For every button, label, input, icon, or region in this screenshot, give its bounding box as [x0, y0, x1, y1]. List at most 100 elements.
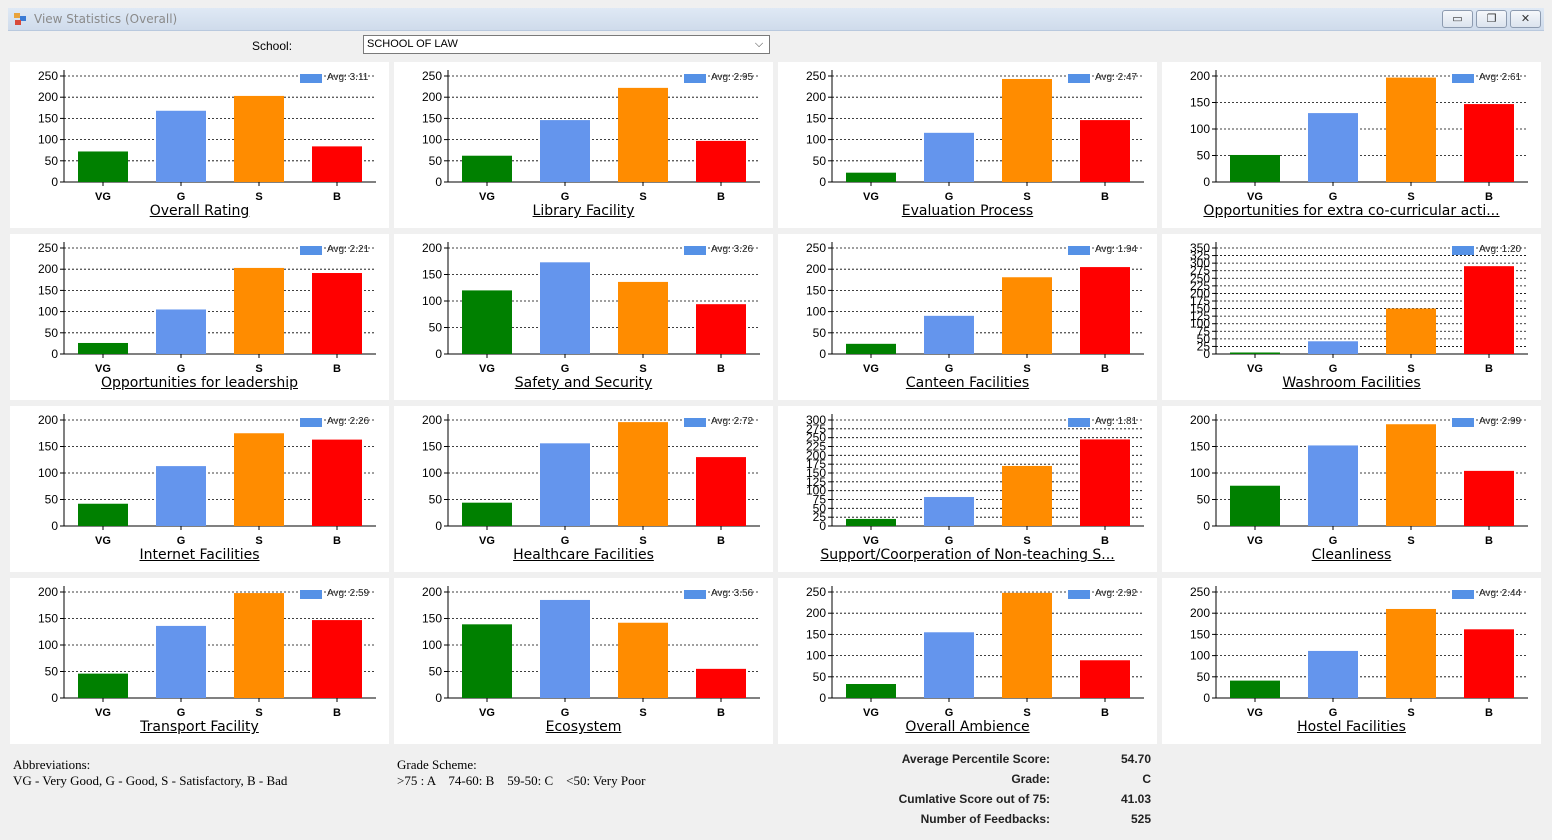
x-tick-label: G: [561, 535, 570, 547]
y-tick-label: 150: [1190, 302, 1210, 316]
x-tick-label: S: [639, 535, 646, 547]
x-tick-label: VG: [95, 191, 111, 203]
minimize-button[interactable]: ▭: [1442, 10, 1473, 28]
x-tick-label: S: [1407, 535, 1414, 547]
y-tick-label: 100: [38, 466, 58, 480]
y-tick-label: 150: [806, 466, 826, 480]
chevron-down-icon[interactable]: ⌵: [754, 38, 764, 50]
close-button[interactable]: ✕: [1510, 10, 1541, 28]
legend-label: Avg: 2.92: [1095, 588, 1138, 599]
bar-b: [1464, 266, 1514, 354]
grade-scheme-heading: Grade Scheme:: [397, 757, 477, 772]
x-tick-label: B: [1101, 707, 1109, 719]
y-tick-label: 150: [422, 111, 442, 125]
chart-panel: 0 50 100 150 200 250 VG G S B Avg: 2.92 Overall Amb…: [778, 578, 1157, 744]
y-tick-label: 150: [38, 283, 58, 297]
bar-s: [618, 422, 668, 526]
school-select[interactable]: SCHOOL OF LAW ⌵: [363, 35, 770, 54]
chart-title: Safety and Security: [514, 375, 653, 391]
bar-b: [1464, 629, 1514, 698]
bar-g: [540, 599, 590, 698]
bar-chart: 0 50 100 150 200 VG G S B: [38, 585, 376, 719]
x-tick-label: VG: [95, 535, 111, 547]
bar-chart: 0 50 100 150 200 VG G S B: [38, 413, 376, 547]
legend-label: Avg: 2.61: [1479, 72, 1522, 83]
y-tick-label: 0: [435, 347, 442, 361]
y-tick-label: 0: [51, 519, 58, 533]
bar-g: [1308, 113, 1358, 182]
bar-b: [1080, 120, 1130, 182]
y-tick-label: 50: [45, 493, 59, 507]
chart-title: Transport Facility: [140, 719, 259, 735]
y-tick-label: 150: [38, 440, 58, 454]
legend-swatch: [1068, 246, 1090, 255]
y-tick-label: 250: [38, 241, 58, 255]
bar-s: [234, 95, 284, 182]
y-tick-label: 100: [422, 638, 442, 652]
y-tick-label: 50: [813, 670, 827, 684]
bar-g: [540, 262, 590, 354]
chart-panel: 0 50 100 150 200 VG G S B Avg: 2.26 Internet Facil…: [10, 406, 389, 572]
legend-label: Avg: 1.94: [1095, 244, 1138, 255]
legend-label: Avg: 2.21: [327, 244, 370, 255]
legend-label: Avg: 3.56: [711, 588, 754, 599]
y-tick-label: 50: [1197, 332, 1211, 346]
legend-label: Avg: 2.72: [711, 416, 754, 427]
chart-title: Evaluation Process: [901, 203, 1034, 219]
y-tick-label: 0: [51, 691, 58, 705]
y-tick-label: 200: [38, 413, 58, 427]
y-tick-label: 200: [422, 413, 442, 427]
chart-panel: 0 50 100 150 200 VG G S B Avg: 2.99 Cleanliness: [1162, 406, 1541, 572]
y-tick-label: 50: [429, 665, 443, 679]
x-tick-label: VG: [479, 707, 495, 719]
bar-vg: [462, 502, 512, 526]
chart-title: Opportunities for leadership: [101, 375, 298, 391]
x-tick-label: VG: [863, 535, 879, 547]
chart-title: Library Facility: [532, 203, 635, 219]
bar-s: [618, 622, 668, 698]
bar-s: [234, 593, 284, 698]
bar-vg: [462, 290, 512, 354]
x-tick-label: G: [945, 363, 954, 375]
chart-title: Support/Coorperation of Non-teaching S..…: [820, 547, 1115, 563]
y-tick-label: 100: [38, 638, 58, 652]
x-tick-label: S: [255, 363, 262, 375]
y-tick-label: 50: [429, 493, 443, 507]
x-tick-label: B: [333, 363, 341, 375]
bar-chart: 0 50 100 150 200 250 VG G S B: [806, 241, 1144, 375]
y-tick-label: 200: [422, 90, 442, 104]
legend-label: Avg: 2.47: [1095, 72, 1138, 83]
chart-panel: 0 50 100 150 200 250 VG G S B Avg: 2.21 Opportuniti…: [10, 234, 389, 400]
y-tick-label: 50: [1197, 493, 1211, 507]
y-tick-label: 225: [1190, 279, 1210, 293]
x-tick-label: B: [717, 535, 725, 547]
x-tick-label: B: [1485, 191, 1493, 203]
feedbacks-value: 525: [1130, 812, 1151, 826]
y-tick-label: 0: [1203, 175, 1210, 189]
bar-chart: 0 50 100 150 200 250 VG G S B: [422, 69, 760, 203]
legend-label: Avg: 1.20: [1479, 244, 1522, 255]
x-tick-label: B: [1101, 363, 1109, 375]
x-tick-label: S: [1023, 191, 1030, 203]
bar-chart: 0 50 100 150 200 VG G S B: [1190, 69, 1528, 203]
grade-scheme-text: >75 : A 74-60: B 59-50: C <50: Very Poor: [397, 773, 646, 788]
legend-swatch: [1068, 74, 1090, 83]
x-tick-label: G: [561, 363, 570, 375]
restore-button[interactable]: ❐: [1476, 10, 1507, 28]
y-tick-label: 200: [422, 585, 442, 599]
chart-panel: 0 50 100 150 200 VG G S B Avg: 3.56 Ecosystem: [394, 578, 773, 744]
y-tick-label: 250: [1190, 271, 1210, 285]
y-tick-label: 150: [422, 612, 442, 626]
bar-s: [234, 267, 284, 354]
x-tick-label: VG: [479, 363, 495, 375]
bar-b: [696, 140, 746, 182]
y-tick-label: 0: [819, 691, 826, 705]
y-tick-label: 125: [806, 475, 826, 489]
y-tick-label: 100: [1190, 649, 1210, 663]
x-tick-label: G: [177, 535, 186, 547]
legend-swatch: [1068, 418, 1090, 427]
bar-s: [1002, 78, 1052, 182]
legend-label: Avg: 2.59: [327, 588, 370, 599]
x-tick-label: G: [177, 363, 186, 375]
window-title: View Statistics (Overall): [34, 12, 178, 26]
